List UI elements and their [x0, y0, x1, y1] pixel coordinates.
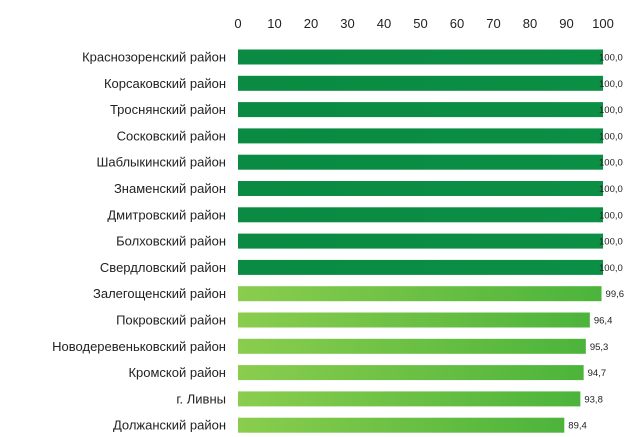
bars	[238, 49, 603, 433]
x-tick-label: 30	[340, 16, 354, 31]
category-label: Знаменский район	[114, 181, 226, 196]
value-label: 100,0	[599, 210, 623, 221]
bar	[238, 417, 565, 433]
bar	[238, 259, 603, 275]
value-label: 100,0	[599, 158, 623, 169]
bar	[238, 75, 603, 91]
x-tick-label: 20	[304, 16, 318, 31]
category-label: Шаблыкинский район	[96, 155, 226, 170]
value-label: 99,6	[606, 289, 625, 300]
x-tick-label: 70	[486, 16, 500, 31]
bar	[238, 233, 603, 249]
bar	[238, 286, 602, 302]
category-label: Троснянский район	[110, 102, 226, 117]
bar	[238, 128, 603, 144]
category-label: Должанский район	[113, 418, 226, 433]
category-label: г. Ливны	[176, 391, 226, 406]
value-label: 100,0	[599, 184, 623, 195]
category-label: Корсаковский район	[104, 76, 226, 91]
x-tick-label: 60	[450, 16, 464, 31]
value-label: 89,4	[568, 421, 587, 432]
bar	[238, 49, 603, 65]
bar	[238, 154, 603, 170]
bar	[238, 181, 603, 196]
x-tick-label: 80	[523, 16, 537, 31]
value-label: 95,3	[590, 342, 609, 353]
x-axis-ticks: 0 10 20 30 40 50 60 70 80 90 100	[234, 16, 613, 31]
category-label: Покровский район	[116, 313, 226, 328]
value-label: 100,0	[599, 105, 623, 116]
value-label: 100,0	[599, 131, 623, 142]
bar	[238, 391, 581, 407]
value-label: 100,0	[599, 79, 623, 90]
category-label: Новодеревеньковский район	[52, 339, 226, 354]
category-label: Краснозоренский район	[82, 50, 226, 65]
x-tick-label: 40	[377, 16, 391, 31]
value-label: 96,4	[594, 316, 613, 327]
x-tick-label: 50	[413, 16, 427, 31]
x-tick-label: 0	[234, 16, 241, 31]
x-tick-label: 100	[592, 16, 614, 31]
bar	[238, 207, 603, 223]
category-label: Свердловский район	[100, 260, 226, 275]
value-label: 100,0	[599, 53, 623, 64]
bar	[238, 365, 584, 381]
value-label: 100,0	[599, 237, 623, 248]
category-label: Кромской район	[128, 365, 226, 380]
value-labels: 100,0 100,0 100,0 100,0 100,0 100,0 100,0 100,0…	[568, 53, 624, 432]
x-tick-label: 90	[559, 16, 573, 31]
value-label: 93,8	[584, 394, 603, 405]
category-label: Сосковский район	[117, 128, 226, 143]
category-label: Дмитровский район	[107, 207, 226, 222]
bar	[238, 312, 590, 328]
bar	[238, 338, 586, 354]
category-label: Болховский район	[116, 234, 226, 249]
category-label: Залегощенский район	[93, 286, 226, 301]
category-labels: Краснозоренский район Корсаковский район Т…	[52, 50, 226, 433]
bar	[238, 102, 603, 118]
value-label: 94,7	[588, 368, 607, 379]
x-tick-label: 10	[267, 16, 281, 31]
value-label: 100,0	[599, 263, 623, 274]
